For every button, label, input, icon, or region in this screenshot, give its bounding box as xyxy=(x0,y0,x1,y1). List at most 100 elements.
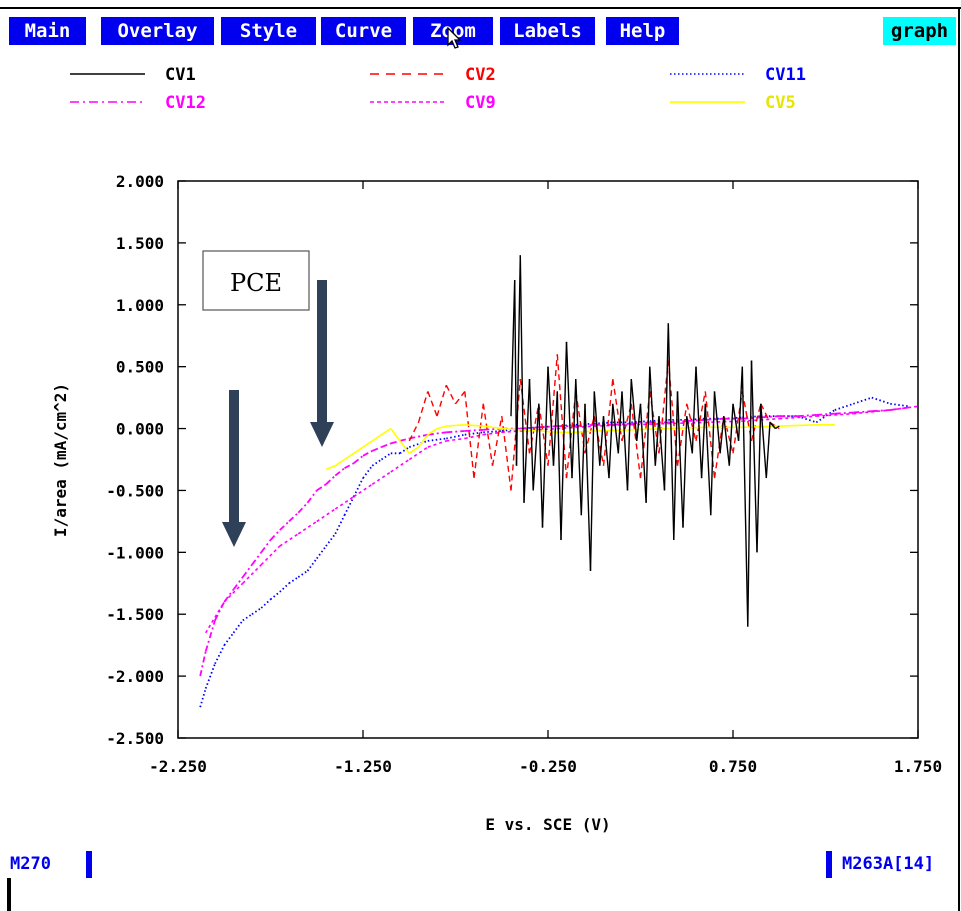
series-cv1-segment xyxy=(599,416,605,466)
series-cv1-segment xyxy=(560,341,568,541)
series-cv1-segment xyxy=(636,403,642,441)
mouse-pointer-icon xyxy=(447,27,462,49)
series-cv12-segment xyxy=(344,462,355,469)
series-cv11-segment xyxy=(686,417,706,421)
y-tick-label: 0.000 xyxy=(116,420,164,439)
series-cv9-segment xyxy=(297,520,318,535)
footer-left-marker xyxy=(86,851,92,878)
series-cv5-segment xyxy=(417,434,429,448)
series-cv2-segment xyxy=(491,416,503,466)
series-cv1-segment xyxy=(673,391,679,541)
series-cv1-segment xyxy=(514,279,518,466)
series-cv1-segment xyxy=(584,403,592,571)
series-cv1-segment xyxy=(580,403,586,516)
legend-entry-cv11[interactable]: CV11 xyxy=(670,65,806,85)
series-cv12-segment xyxy=(853,410,872,414)
legend-label-cv9: CV9 xyxy=(465,93,496,113)
series-cv2-segment xyxy=(436,384,447,417)
series-cv1-segment xyxy=(747,360,753,627)
legend-entry-cv9[interactable]: CV9 xyxy=(370,93,496,113)
menu-help-button[interactable]: Help xyxy=(606,17,679,45)
series-cv2-segment xyxy=(676,403,688,466)
legend-entry-cv5[interactable]: CV5 xyxy=(670,93,796,113)
series-cv5-segment xyxy=(446,424,465,427)
series-cv12-segment xyxy=(316,483,327,492)
series-cv12-segment xyxy=(399,437,410,442)
tick-labels: -2.250 -1.250 -0.250 0.750 1.750 2.000 1.500 1.… xyxy=(106,172,942,776)
series-cv5-segment xyxy=(344,452,355,461)
legend-entry-cv12[interactable]: CV12 xyxy=(70,93,206,113)
y-tick-label: 1.000 xyxy=(116,296,164,315)
series-cv12-segment xyxy=(251,551,263,566)
series-cv12-segment xyxy=(297,502,309,514)
series-cv9-segment xyxy=(594,424,632,427)
menu-overlay-button[interactable]: Overlay xyxy=(101,17,214,45)
series-cv11-segment xyxy=(742,415,761,419)
series-cv11-segment xyxy=(409,440,429,448)
series-cv12-segment xyxy=(260,539,272,553)
legend-entry-cv1[interactable]: CV1 xyxy=(70,65,196,85)
series-cv11-segment xyxy=(269,591,281,601)
series-cv5-segment xyxy=(334,458,345,467)
series-cv12-segment xyxy=(362,450,373,457)
series-cv1-segment xyxy=(732,403,740,442)
legend-label-cv11: CV11 xyxy=(765,65,806,85)
window-frame-top xyxy=(0,7,961,9)
series-cv5-segment xyxy=(631,427,669,431)
menu-labels-button[interactable]: Labels xyxy=(500,17,595,45)
series-cv12-segment xyxy=(199,651,207,677)
series-cv11-segment xyxy=(362,465,374,479)
series-cv1-segment xyxy=(541,366,549,528)
series-cv5 xyxy=(325,423,835,471)
series-cv1-segment xyxy=(612,403,619,454)
series-cv5-segment xyxy=(371,434,382,442)
series-cv12-segment xyxy=(890,406,909,411)
series-cv1-segment xyxy=(750,360,758,553)
series-cv1-segment xyxy=(639,403,647,503)
series-cv11-segment xyxy=(297,570,309,578)
series-cv1-segment xyxy=(710,391,716,516)
legend-entry-cv2[interactable]: CV2 xyxy=(370,65,496,85)
series-cv1-segment xyxy=(523,378,531,503)
series-cv5-segment xyxy=(427,427,438,436)
series-cv1-segment xyxy=(760,403,767,479)
series-cv11-segment xyxy=(427,437,447,442)
series-cv9-segment xyxy=(427,440,447,448)
legend-label-cv2: CV2 xyxy=(465,65,496,85)
series-cv1-segment xyxy=(575,378,582,516)
y-tick-label: -2.500 xyxy=(106,729,164,748)
series-cv11-segment xyxy=(483,430,502,434)
series-cv11-segment xyxy=(399,446,410,455)
series-cv9-segment xyxy=(316,508,336,523)
series-cv1-segment xyxy=(589,391,595,571)
series-cv5-segment xyxy=(362,440,373,448)
series-cv1-segment xyxy=(686,416,693,454)
menu-main-button[interactable]: Main xyxy=(9,17,86,45)
series-cv12-segment xyxy=(381,442,392,448)
series-cv1-segment xyxy=(571,378,577,479)
series-cv1-segment xyxy=(769,421,777,430)
y-tick-label: 0.500 xyxy=(116,358,164,377)
series-cv2-segment xyxy=(473,403,484,479)
series-layer xyxy=(199,255,919,708)
series-cv1-segment xyxy=(515,255,521,466)
series-cv11-segment xyxy=(631,420,650,424)
series-cv11-segment xyxy=(446,433,465,440)
series-cv12-segment xyxy=(464,428,484,432)
series-cv12-segment xyxy=(242,564,253,578)
series-cv1-segment xyxy=(510,279,516,417)
menu-style-button[interactable]: Style xyxy=(221,17,316,45)
series-cv11-segment xyxy=(797,415,817,424)
series-cv2-segment xyxy=(547,354,558,466)
series-cv1-segment xyxy=(658,416,666,491)
series-cv1-segment xyxy=(765,422,771,479)
series-cv12-segment xyxy=(705,417,724,421)
series-cv1-segment xyxy=(676,391,684,528)
menu-curve-button[interactable]: Curve xyxy=(321,17,406,45)
y-axis-title: I/area (mA/cm^2) xyxy=(51,383,70,537)
x-tick-label: -2.250 xyxy=(149,757,207,776)
series-cv1-segment xyxy=(608,403,614,479)
series-cv11-segment xyxy=(343,496,355,516)
x-tick-label: 1.750 xyxy=(894,757,942,776)
